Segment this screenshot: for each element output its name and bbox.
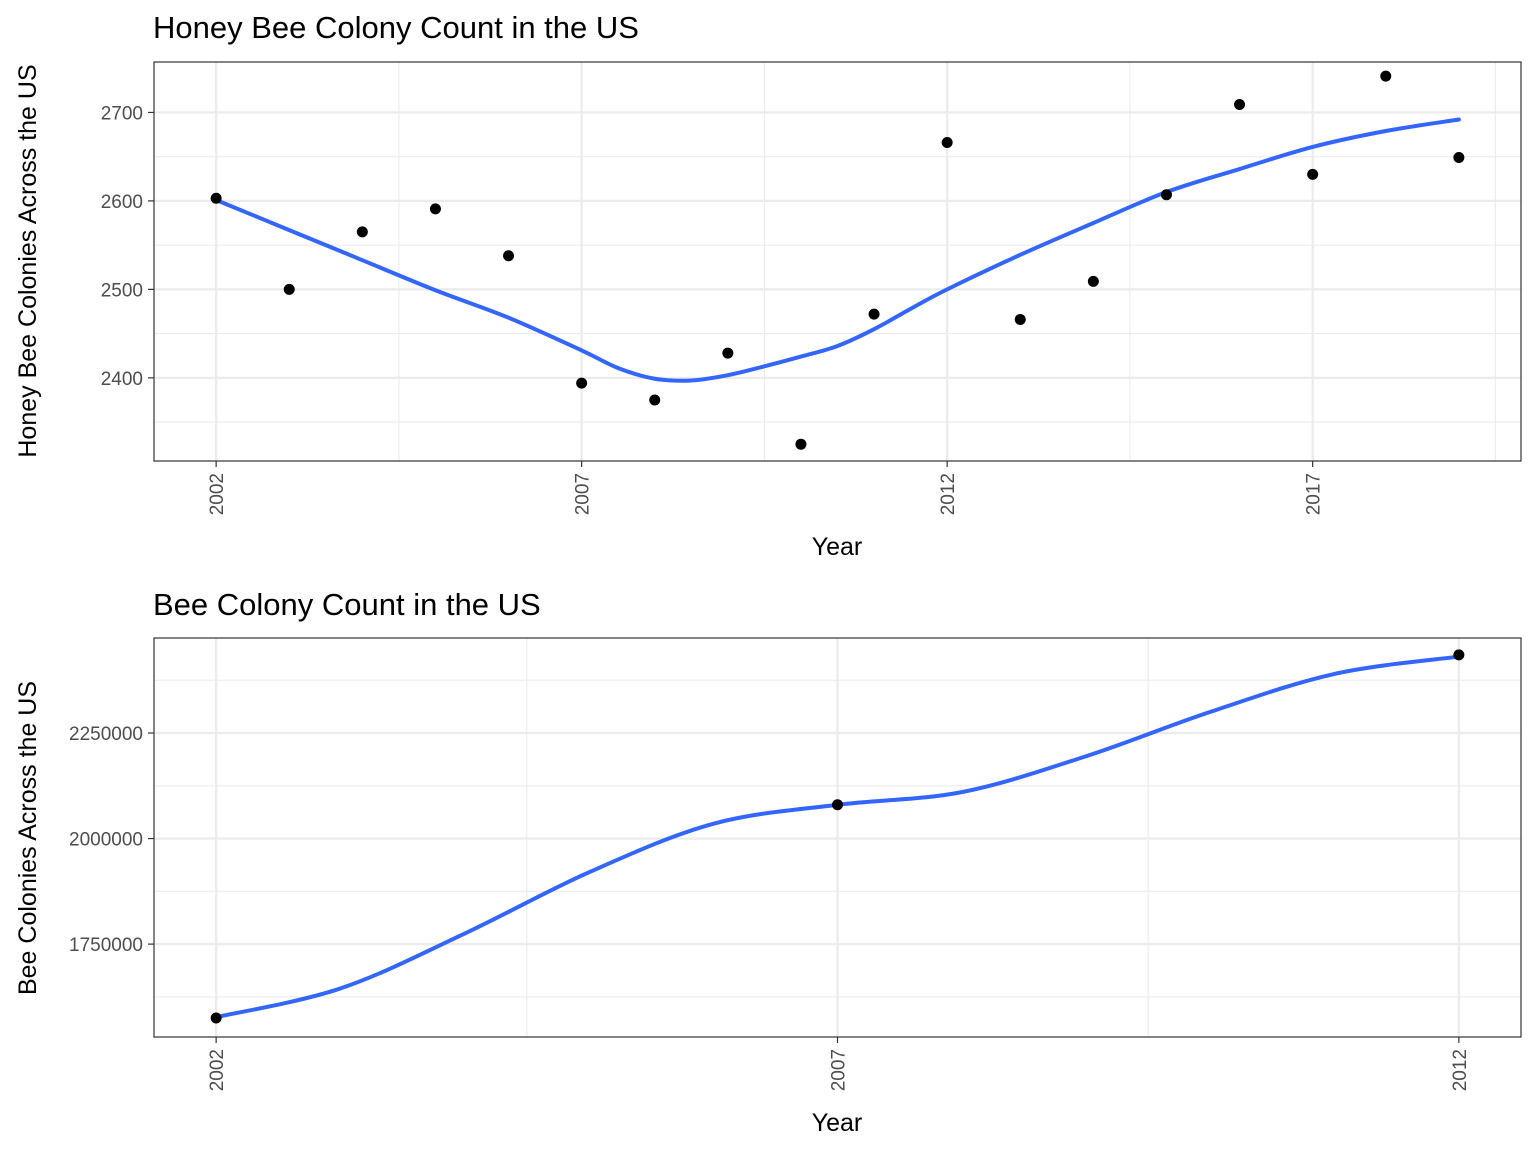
y-tick-label: 2500 bbox=[101, 280, 143, 301]
data-point bbox=[1160, 189, 1172, 201]
data-point bbox=[1087, 275, 1099, 287]
y-tick-label: 2250000 bbox=[69, 724, 143, 745]
data-point bbox=[868, 308, 880, 320]
data-point bbox=[283, 283, 295, 295]
data-point bbox=[1307, 168, 1319, 180]
x-tick-label: 2017 bbox=[1304, 473, 1325, 515]
y-tick-label: 2000000 bbox=[69, 830, 143, 851]
data-point bbox=[210, 1012, 222, 1024]
chart-title: Honey Bee Colony Count in the US bbox=[153, 10, 639, 45]
y-tick-label: 2400 bbox=[101, 369, 143, 390]
data-point bbox=[210, 192, 222, 204]
data-point bbox=[1380, 70, 1392, 82]
axis-ticks: 1750000 2000000 2250000 2002 2007 2012 bbox=[69, 724, 1471, 1091]
data-point bbox=[795, 438, 807, 450]
data-point bbox=[576, 377, 588, 389]
y-tick-label: 1750000 bbox=[69, 935, 143, 956]
y-axis-title: Bee Colonies Across the US bbox=[14, 681, 42, 995]
plot-area bbox=[154, 62, 1521, 461]
x-tick-label: 2012 bbox=[1450, 1049, 1471, 1091]
data-point bbox=[1453, 152, 1465, 164]
data-point bbox=[1014, 313, 1026, 325]
data-point bbox=[832, 799, 843, 811]
data-points-layer bbox=[210, 649, 1465, 1024]
honey-bee-chart: Honey Bee Colony Count in the US 2400 250… bbox=[14, 10, 1522, 561]
smooth-trend-line bbox=[214, 117, 1461, 383]
smooth-trend-layer bbox=[214, 117, 1461, 383]
x-tick-label: 2012 bbox=[938, 473, 959, 515]
x-axis-title: Year bbox=[812, 1109, 863, 1137]
x-tick-label: 2002 bbox=[207, 473, 228, 515]
plot-border bbox=[153, 61, 1522, 462]
data-point bbox=[503, 250, 515, 262]
data-point bbox=[429, 203, 441, 215]
x-tick-label: 2007 bbox=[573, 473, 594, 515]
data-points-layer bbox=[210, 70, 1465, 450]
data-point bbox=[1234, 98, 1246, 110]
x-axis-title: Year bbox=[812, 533, 863, 561]
data-point bbox=[649, 394, 661, 406]
data-point bbox=[941, 137, 953, 149]
data-point bbox=[722, 347, 734, 359]
x-tick-label: 2002 bbox=[207, 1049, 228, 1091]
bee-colony-chart: Bee Colony Count in the US 1750000 200000… bbox=[14, 587, 1522, 1137]
gridlines bbox=[154, 62, 1521, 461]
y-tick-label: 2700 bbox=[101, 103, 143, 124]
y-tick-label: 2600 bbox=[101, 192, 143, 213]
chart-title: Bee Colony Count in the US bbox=[153, 587, 541, 622]
data-point bbox=[1453, 649, 1465, 661]
gridlines bbox=[154, 638, 1521, 1037]
axis-ticks: 2400 2500 2600 2700 2002 2007 2012 2017 bbox=[101, 103, 1325, 515]
data-point bbox=[356, 226, 368, 238]
x-tick-label: 2007 bbox=[829, 1049, 850, 1091]
y-axis-title: Honey Bee Colonies Across the US bbox=[14, 64, 42, 457]
